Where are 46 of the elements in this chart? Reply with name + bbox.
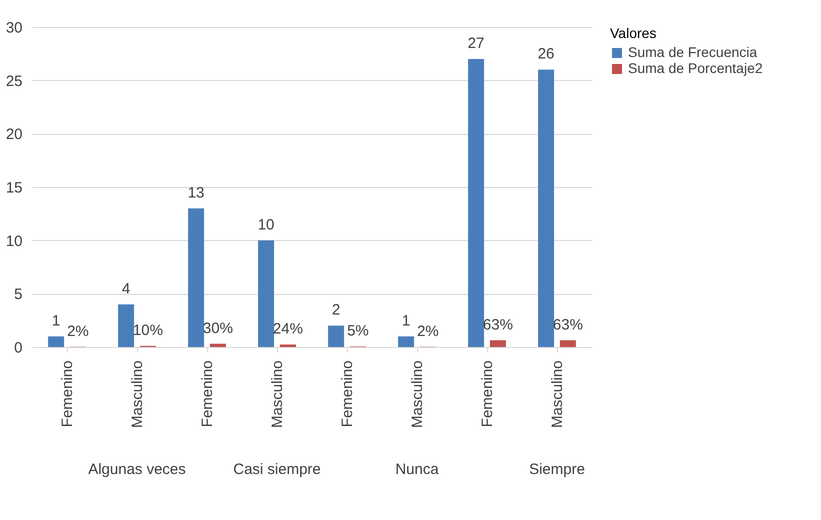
bar xyxy=(280,344,296,347)
text: Casi siempre xyxy=(233,461,321,478)
x-tick-label: Masculino xyxy=(549,360,566,428)
x-tick-label: Masculino xyxy=(409,360,426,428)
bar xyxy=(490,340,506,347)
x-tick-label: Femenino xyxy=(339,360,356,428)
bar xyxy=(210,344,226,347)
y-tick-label: 5 xyxy=(14,286,22,304)
x-tick-label: Femenino xyxy=(479,360,496,428)
data-label: 27 xyxy=(468,35,484,52)
bar xyxy=(118,304,134,347)
legend-title: Valores xyxy=(610,25,656,41)
y-tick-label: 15 xyxy=(6,180,22,196)
data-label: 10 xyxy=(258,216,274,234)
bar xyxy=(258,240,274,347)
x-tick-label: Femenino xyxy=(59,360,76,428)
data-label: 2% xyxy=(67,322,89,340)
data-label: 5% xyxy=(347,322,369,340)
y-tick-label: 30 xyxy=(6,20,22,36)
bar xyxy=(188,208,204,347)
x-tick-label: Masculino xyxy=(129,360,146,428)
legend-label: Suma de Porcentaje2 xyxy=(628,60,763,76)
y-tick-label: 25 xyxy=(6,72,22,90)
y-tick-label: 20 xyxy=(6,126,22,144)
x-tick-label: Femenino xyxy=(199,360,216,428)
y-tick-label: 10 xyxy=(6,232,22,250)
data-label: 26 xyxy=(538,46,554,63)
data-label: 13 xyxy=(188,184,204,202)
bar xyxy=(538,70,554,347)
bar xyxy=(398,336,414,347)
text: Algunas veces xyxy=(88,461,186,478)
bar xyxy=(468,59,484,347)
bar xyxy=(48,336,64,347)
text: Nunca xyxy=(395,461,440,478)
data-label: 2 xyxy=(332,302,340,319)
data-label: 10% xyxy=(132,322,163,339)
bar xyxy=(560,340,576,347)
text: Siempre xyxy=(529,461,585,478)
y-tick-label: 0 xyxy=(14,340,22,356)
data-label: 1 xyxy=(52,312,60,330)
bar xyxy=(328,326,344,347)
data-label: 1 xyxy=(402,312,410,330)
data-label: 4 xyxy=(122,280,130,298)
legend-label: Suma de Frecuencia xyxy=(628,44,758,60)
data-label: 2% xyxy=(417,322,439,340)
x-tick-label: Masculino xyxy=(269,360,286,428)
